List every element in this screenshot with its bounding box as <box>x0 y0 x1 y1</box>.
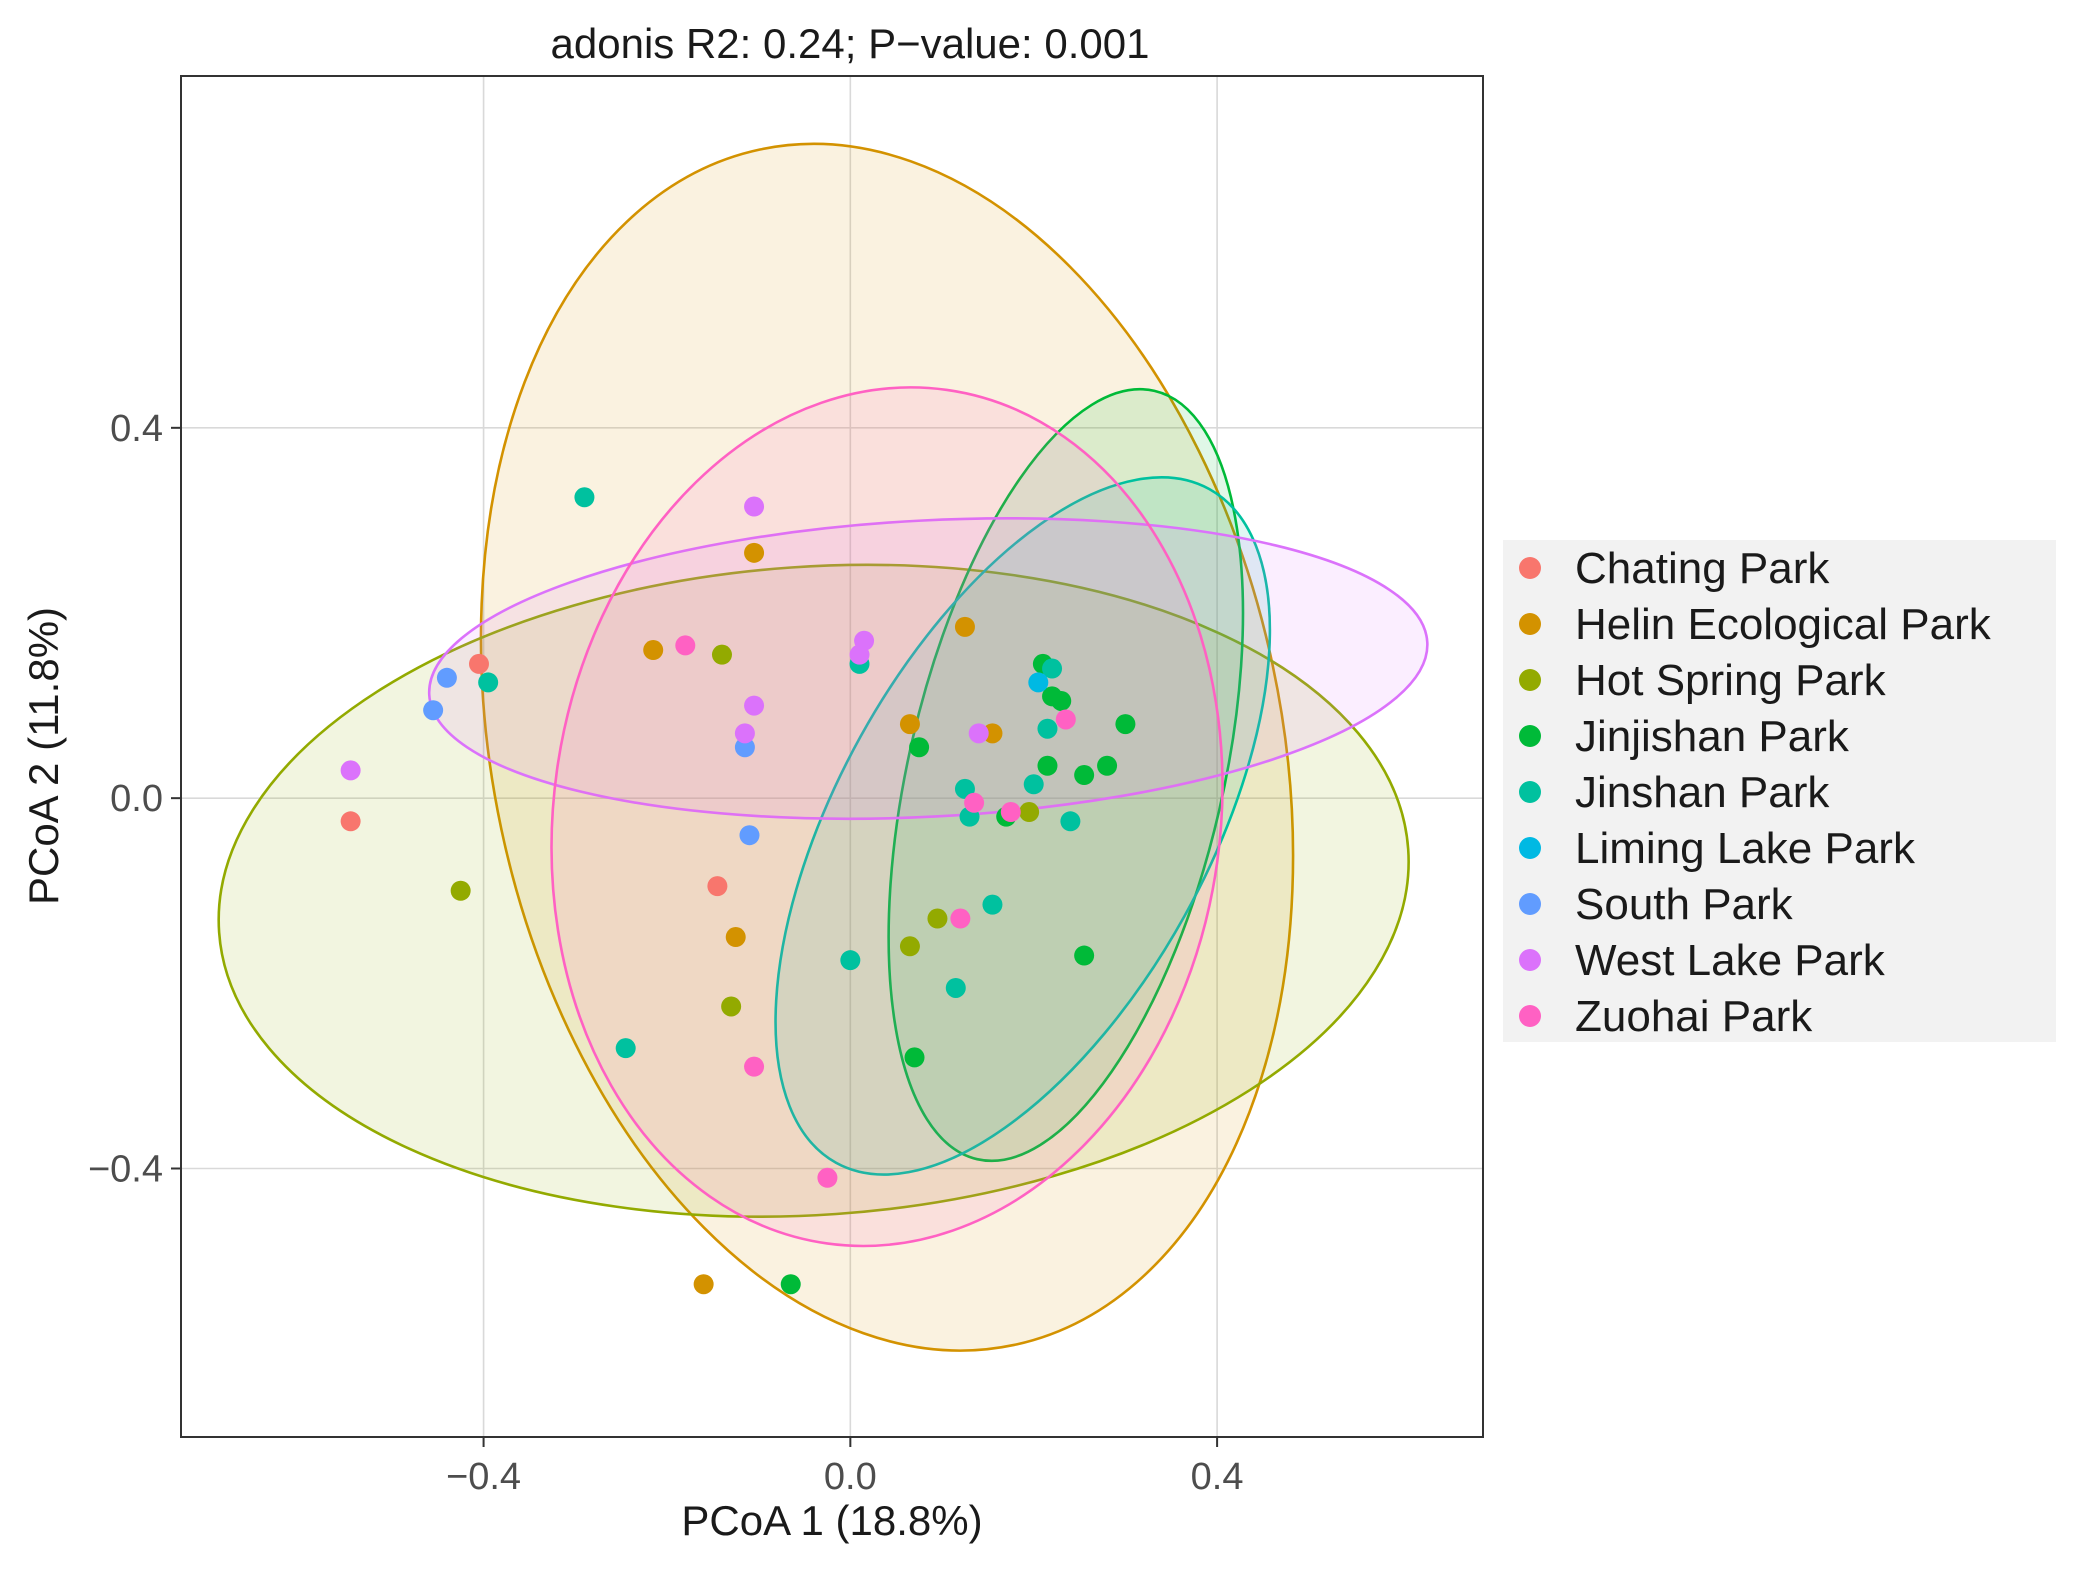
legend-key-helin-ecological-park <box>1519 613 1541 635</box>
point-chating-park <box>340 811 361 832</box>
point-jinjishan-park <box>780 1274 801 1295</box>
point-south-park <box>734 737 755 758</box>
legend-key-jinshan-park <box>1519 781 1541 803</box>
legend-key-liming-lake-park <box>1519 837 1541 859</box>
legend-label-liming-lake-park: Liming Lake Park <box>1575 824 1916 873</box>
point-hot-spring-park <box>899 936 920 957</box>
y-tick-label: 0.0 <box>110 778 163 820</box>
point-jinshan-park <box>574 487 595 508</box>
point-hot-spring-park <box>721 996 742 1017</box>
chart-title: adonis R2: 0.24; P−value: 0.001 <box>551 20 1150 67</box>
point-west-lake-park <box>734 723 755 744</box>
axis-ticks: −0.4 0.0 0.4 −0.4 0.0 0.4 <box>88 408 1244 1498</box>
legend-key-zuohai-park <box>1519 1005 1541 1027</box>
point-jinjishan-park <box>1115 714 1136 735</box>
point-west-lake-park <box>340 760 361 781</box>
point-west-lake-park <box>849 644 870 665</box>
point-jinjishan-park <box>904 1047 925 1068</box>
point-jinshan-park <box>615 1038 636 1059</box>
legend-label-west-lake-park: West Lake Park <box>1575 936 1886 985</box>
legend-key-south-park <box>1519 893 1541 915</box>
point-helin-ecological-park <box>725 927 746 948</box>
point-zuohai-park <box>1000 802 1021 823</box>
point-zuohai-park <box>744 1056 765 1077</box>
point-zuohai-park <box>1055 709 1076 730</box>
point-hot-spring-park <box>450 880 471 901</box>
point-jinjishan-park <box>1051 690 1072 711</box>
legend-key-chating-park <box>1519 557 1541 579</box>
x-axis-title: PCoA 1 (18.8%) <box>681 1497 982 1544</box>
point-helin-ecological-park <box>744 542 765 563</box>
legend-label-chating-park: Chating Park <box>1575 544 1830 593</box>
point-jinshan-park <box>1023 774 1044 795</box>
point-south-park <box>423 700 444 721</box>
point-liming-lake-park <box>1028 672 1049 693</box>
legend-label-south-park: South Park <box>1575 880 1794 929</box>
legend-label-jinjishan-park: Jinjishan Park <box>1575 712 1850 761</box>
ellipse-zuohai-park <box>550 386 1224 1248</box>
y-axis-title: PCoA 2 (11.8%) <box>20 607 67 905</box>
point-west-lake-park <box>744 695 765 716</box>
point-helin-ecological-park <box>982 723 1003 744</box>
point-helin-ecological-park <box>954 616 975 637</box>
point-zuohai-park <box>964 792 985 813</box>
point-helin-ecological-park <box>693 1274 714 1295</box>
point-zuohai-park <box>817 1167 838 1188</box>
point-west-lake-park <box>968 723 989 744</box>
confidence-ellipses <box>217 142 1429 1352</box>
plot-panel-border <box>180 75 1484 1438</box>
point-jinshan-park <box>1037 718 1058 739</box>
point-jinshan-park <box>1060 811 1081 832</box>
point-jinjishan-park <box>1037 755 1058 776</box>
legend: Chating Park Helin Ecological Park Hot Spr… <box>1503 540 2056 1042</box>
point-hot-spring-park <box>927 908 948 929</box>
legend-label-jinshan-park: Jinshan Park <box>1575 768 1830 817</box>
point-chating-park <box>707 876 728 897</box>
point-zuohai-park <box>675 635 696 656</box>
point-jinshan-park <box>982 894 1003 915</box>
y-tick-label: −0.4 <box>88 1149 163 1191</box>
legend-key-hot-spring-park <box>1519 669 1541 691</box>
point-jinshan-park <box>478 672 499 693</box>
ellipse-west-lake-park <box>427 517 1429 821</box>
legend-background <box>1503 540 2056 1042</box>
point-jinshan-park <box>840 950 861 971</box>
point-jinjishan-park <box>1097 755 1118 776</box>
x-tick-label: 0.0 <box>824 1456 877 1498</box>
ellipse-hot-spring-park <box>217 563 1410 1218</box>
y-tick-label: 0.4 <box>110 408 163 450</box>
legend-key-west-lake-park <box>1519 949 1541 971</box>
point-helin-ecological-park <box>643 640 664 661</box>
legend-key-jinjishan-park <box>1519 725 1541 747</box>
point-jinjishan-park <box>909 737 930 758</box>
point-west-lake-park <box>744 496 765 517</box>
legend-label-helin-ecological-park: Helin Ecological Park <box>1575 600 1992 649</box>
point-chating-park <box>468 653 489 674</box>
point-south-park <box>739 825 760 846</box>
point-jinjishan-park <box>1074 765 1095 786</box>
x-tick-label: 0.4 <box>1191 1456 1244 1498</box>
legend-label-hot-spring-park: Hot Spring Park <box>1575 656 1887 705</box>
point-jinjishan-park <box>1074 945 1095 966</box>
point-jinshan-park <box>945 977 966 998</box>
point-helin-ecological-park <box>899 714 920 735</box>
point-hot-spring-park <box>711 644 732 665</box>
ellipse-jinshan-park <box>774 476 1272 1176</box>
x-tick-label: −0.4 <box>446 1456 521 1498</box>
data-points <box>340 487 1136 1295</box>
legend-label-zuohai-park: Zuohai Park <box>1575 992 1813 1041</box>
point-hot-spring-park <box>1019 802 1040 823</box>
point-jinshan-park <box>1042 658 1063 679</box>
point-south-park <box>436 667 457 688</box>
point-zuohai-park <box>950 908 971 929</box>
